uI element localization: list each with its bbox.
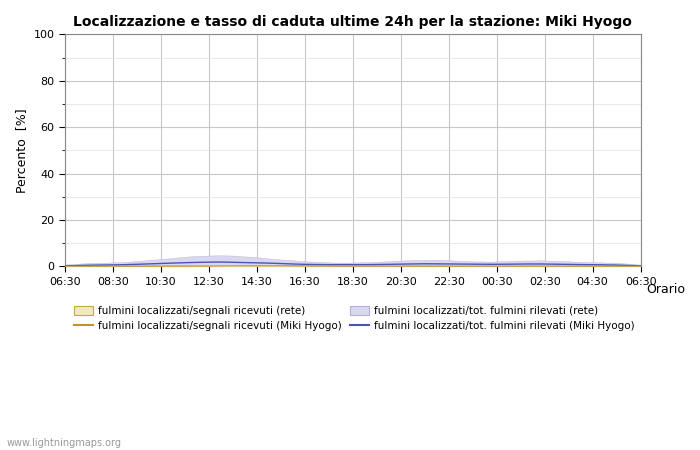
Text: www.lightningmaps.org: www.lightningmaps.org — [7, 438, 122, 448]
Y-axis label: Percento  [%]: Percento [%] — [15, 108, 28, 193]
Text: Orario: Orario — [646, 283, 685, 296]
Legend: fulmini localizzati/segnali ricevuti (rete), fulmini localizzati/segnali ricevut: fulmini localizzati/segnali ricevuti (re… — [70, 302, 639, 335]
Title: Localizzazione e tasso di caduta ultime 24h per la stazione: Miki Hyogo: Localizzazione e tasso di caduta ultime … — [74, 15, 632, 29]
